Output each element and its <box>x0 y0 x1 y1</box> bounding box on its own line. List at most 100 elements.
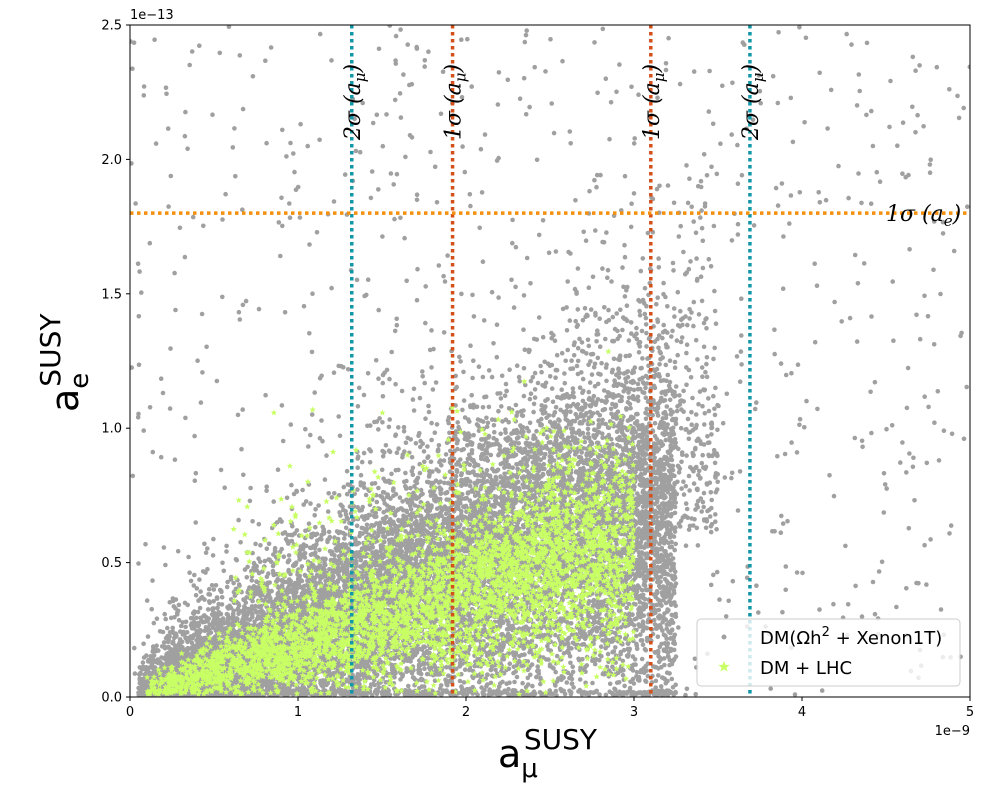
data-point <box>699 298 705 304</box>
data-point <box>849 42 854 47</box>
data-point <box>705 508 710 514</box>
data-point <box>812 339 818 345</box>
data-point <box>509 453 514 459</box>
data-point <box>881 510 887 515</box>
data-point <box>934 64 940 70</box>
data-point <box>401 424 407 430</box>
data-point <box>521 366 527 371</box>
data-point <box>484 467 490 473</box>
data-point <box>423 284 429 289</box>
data-point <box>404 278 410 284</box>
data-point <box>506 686 511 692</box>
data-point <box>141 428 146 433</box>
data-point <box>206 586 212 592</box>
data-point <box>701 344 707 350</box>
data-point <box>345 367 351 372</box>
data-point <box>812 261 817 267</box>
data-point <box>284 495 290 501</box>
data-point <box>376 376 381 382</box>
data-point <box>699 365 705 370</box>
data-point <box>348 511 354 516</box>
data-point <box>401 72 406 77</box>
data-point <box>396 425 401 430</box>
data-point <box>389 471 394 477</box>
data-point <box>723 614 729 619</box>
data-point <box>154 616 160 621</box>
data-point <box>143 541 148 547</box>
data-point <box>693 445 698 451</box>
data-point <box>525 682 531 687</box>
data-point <box>164 91 169 97</box>
data-point <box>735 232 741 237</box>
data-point <box>453 429 459 434</box>
data-point <box>629 201 634 206</box>
data-point <box>831 493 837 499</box>
data-point <box>900 440 905 445</box>
data-point <box>376 427 381 432</box>
data-point <box>567 318 573 323</box>
data-point <box>603 76 609 81</box>
data-point <box>917 336 923 342</box>
data-point <box>549 386 555 391</box>
data-point <box>712 460 718 466</box>
data-point <box>326 491 332 496</box>
data-point <box>685 200 691 206</box>
data-point <box>551 333 556 338</box>
data-point <box>603 336 608 342</box>
data-point <box>468 203 473 209</box>
data-point <box>637 308 642 314</box>
data-point <box>707 68 712 74</box>
data-point <box>656 345 661 351</box>
data-point <box>160 390 166 396</box>
data-point <box>587 188 592 194</box>
data-point <box>559 387 564 393</box>
data-point <box>639 656 645 662</box>
data-point <box>505 77 511 83</box>
data-point <box>317 137 322 143</box>
data-point <box>600 26 606 32</box>
data-point <box>674 338 680 343</box>
data-point <box>602 305 607 310</box>
data-point <box>775 100 781 106</box>
data-point <box>368 195 374 201</box>
data-point <box>661 280 666 286</box>
data-point <box>663 437 669 443</box>
data-point <box>538 675 543 681</box>
data-point <box>629 84 634 90</box>
data-point <box>678 308 683 314</box>
data-point <box>240 207 245 212</box>
data-point <box>706 109 712 114</box>
data-point <box>708 523 714 529</box>
data-point <box>709 432 714 437</box>
data-point <box>480 405 486 410</box>
data-point <box>568 141 573 146</box>
data-point <box>415 266 420 272</box>
data-point <box>163 85 169 90</box>
data-point <box>531 409 536 415</box>
data-point <box>141 93 147 98</box>
data-point <box>783 564 789 569</box>
data-point <box>167 406 173 411</box>
data-point <box>781 234 786 239</box>
data-point <box>560 58 565 64</box>
data-point <box>581 229 586 235</box>
data-point <box>854 339 860 344</box>
data-point <box>553 404 559 410</box>
data-point <box>861 261 867 266</box>
data-point <box>814 283 820 289</box>
data-point <box>588 307 594 312</box>
data-point <box>640 356 645 361</box>
data-point <box>414 297 420 303</box>
data-point <box>499 404 504 409</box>
data-point <box>465 456 471 462</box>
data-point <box>879 559 885 565</box>
data-point <box>693 337 699 343</box>
data-point <box>670 260 676 266</box>
data-point <box>189 49 195 54</box>
data-point <box>426 403 431 409</box>
data-point <box>534 157 540 163</box>
data-point <box>373 358 379 363</box>
data-point <box>776 30 781 35</box>
data-point <box>324 453 329 458</box>
data-point <box>686 473 692 479</box>
